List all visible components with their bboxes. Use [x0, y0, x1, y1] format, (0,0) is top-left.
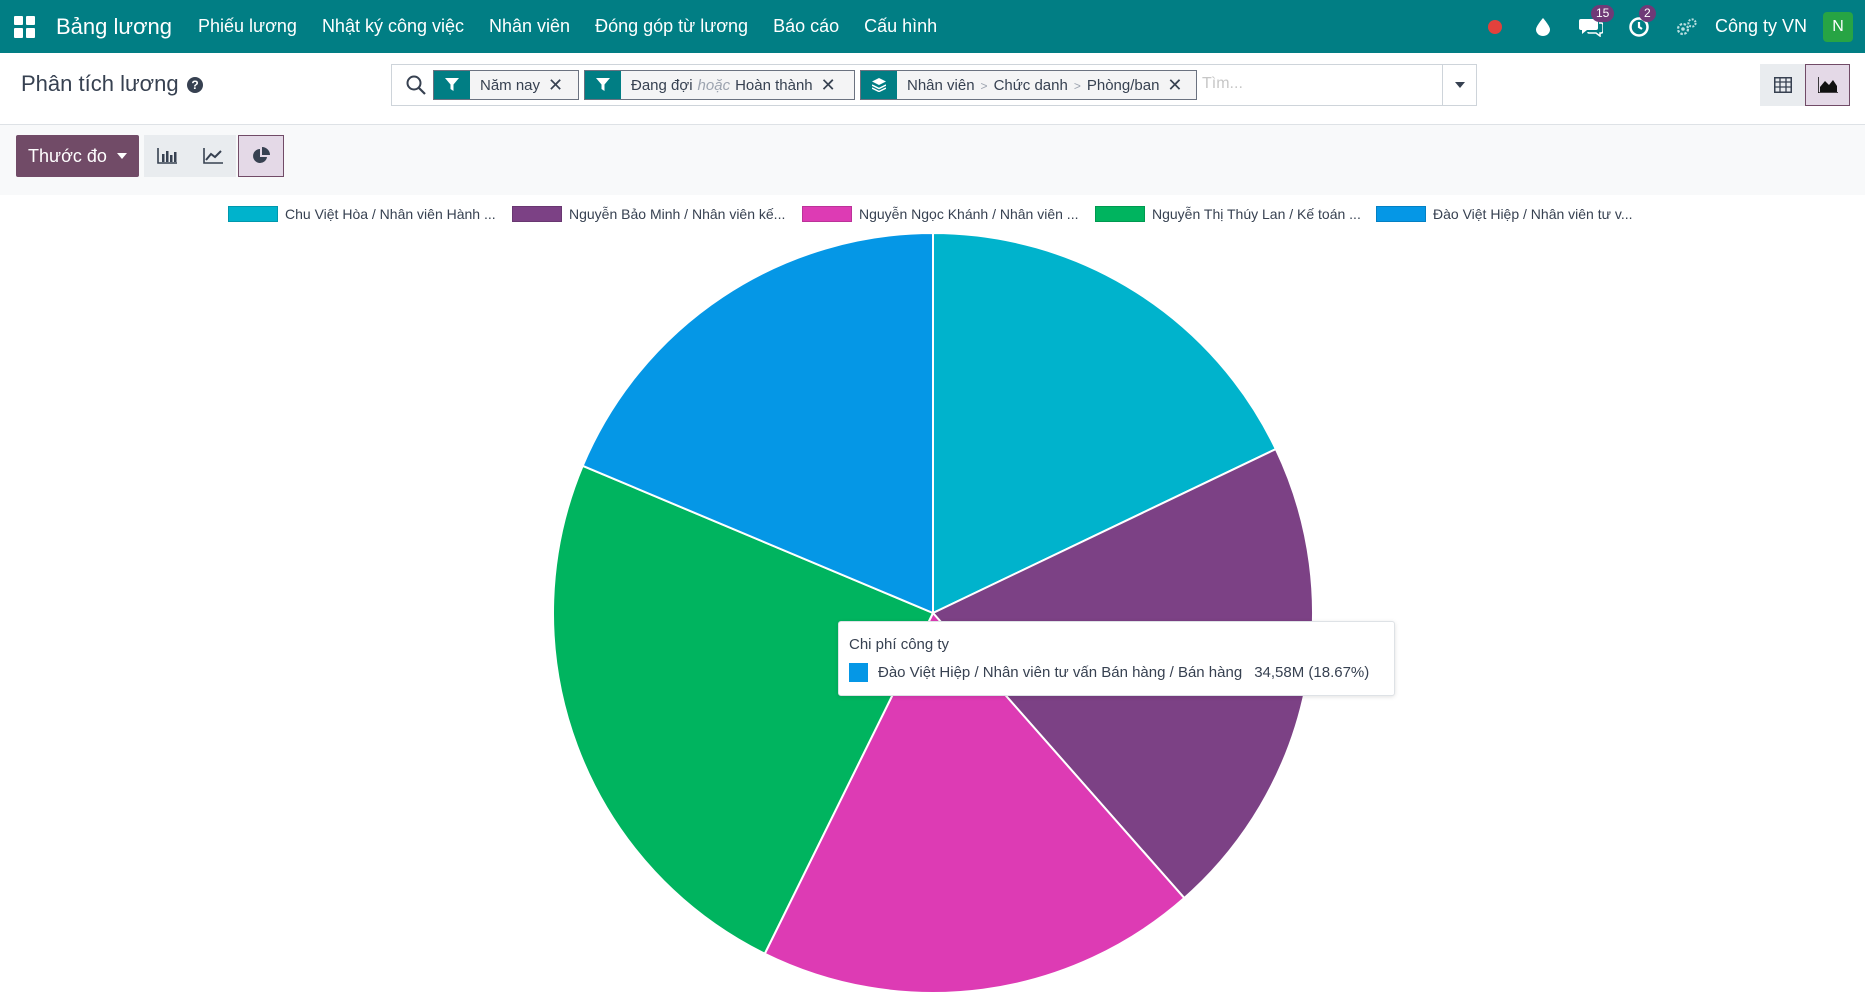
area-chart-icon: [1817, 77, 1838, 93]
menu-item-payslips[interactable]: Phiếu lương: [198, 16, 297, 36]
company-switcher[interactable]: Công ty VN: [1714, 16, 1807, 36]
legend-label: Đào Việt Hiệp / Nhân viên tư v...: [1433, 206, 1633, 222]
measures-dropdown-button[interactable]: Thước đo: [16, 135, 139, 177]
pie-slice-2[interactable]: [763, 611, 1186, 993]
graph-toolbar: Thước đo: [0, 125, 1865, 195]
tooltip-title: Chi phí công ty: [849, 636, 950, 653]
legend-item-4[interactable]: Đào Việt Hiệp / Nhân viên tư v...: [1376, 204, 1633, 224]
legend-label: Chu Việt Hòa / Nhân viên Hành ...: [285, 206, 496, 222]
facet-label: Nhân viên > Chức danh > Phòng/ban: [907, 76, 1160, 94]
menu-item-reporting[interactable]: Báo cáo: [773, 16, 840, 36]
menu-item-configuration[interactable]: Cấu hình: [864, 16, 938, 36]
recording-indicator-icon[interactable]: [1483, 15, 1507, 39]
settings-gears-icon[interactable]: [1675, 15, 1699, 39]
droplet-icon[interactable]: [1531, 15, 1555, 39]
legend-item-1[interactable]: Nguyễn Bảo Minh / Nhân viên kế...: [512, 204, 785, 224]
caret-down-icon: [1454, 82, 1465, 88]
pie-slice-4[interactable]: [581, 231, 934, 615]
page-title: Phân tích lương: [21, 71, 179, 96]
remove-facet-icon[interactable]: ✕: [548, 74, 564, 95]
pie-chart-icon: [253, 147, 270, 163]
tooltip-value: 34,58M (18.67%): [1254, 664, 1370, 681]
user-avatar[interactable]: N: [1823, 11, 1853, 42]
help-icon[interactable]: ?: [187, 77, 203, 93]
tooltip-color-swatch: [849, 663, 868, 682]
facet-filter-state: Đang đợi hoặc Hoàn thành ✕: [584, 70, 855, 100]
bar-chart-mode-button[interactable]: [144, 135, 190, 177]
messages-badge: 15: [1590, 4, 1615, 22]
app-brand[interactable]: Bảng lương: [56, 13, 173, 39]
chart-tooltip: Chi phí công ty Đào Việt Hiệp / Nhân viê…: [838, 621, 1395, 696]
legend-item-2[interactable]: Nguyễn Ngọc Khánh / Nhân viên ...: [802, 204, 1078, 224]
remove-facet-icon[interactable]: ✕: [1167, 74, 1183, 95]
caret-down-icon: [116, 153, 127, 159]
line-chart-icon: [203, 148, 223, 164]
tooltip-row: Đào Việt Hiệp / Nhân viên tư vấn Bán hàn…: [849, 663, 1369, 682]
pie-slice-3[interactable]: [552, 464, 935, 956]
pivot-view-button[interactable]: [1760, 64, 1805, 106]
facet-group-by: Nhân viên > Chức danh > Phòng/ban ✕: [860, 70, 1197, 100]
legend-swatch: [512, 206, 562, 222]
pie-chart: [552, 231, 1314, 993]
menu-item-contributions[interactable]: Đóng góp từ lương: [595, 16, 749, 36]
legend-label: Nguyễn Bảo Minh / Nhân viên kế...: [569, 206, 786, 222]
facet-label: Năm nay: [480, 76, 541, 94]
top-navbar: Bảng lương Phiếu lương Nhật ký công việc…: [0, 0, 1865, 53]
facet-label: Đang đợi hoặc Hoàn thành: [631, 76, 813, 94]
tooltip-label: Đào Việt Hiệp / Nhân viên tư vấn Bán hàn…: [878, 664, 1243, 681]
line-chart-mode-button[interactable]: [190, 135, 236, 177]
activities-icon[interactable]: 2: [1627, 4, 1656, 39]
filter-icon: [585, 71, 621, 99]
legend-swatch: [1376, 206, 1426, 222]
facet-filter-this-year: Năm nay ✕: [433, 70, 579, 100]
menu-item-work-entries[interactable]: Nhật ký công việc: [321, 16, 465, 36]
legend-swatch: [228, 206, 278, 222]
pie-chart-mode-button[interactable]: [238, 135, 284, 177]
pie-slice-0[interactable]: [932, 231, 1278, 615]
legend-label: Nguyễn Ngọc Khánh / Nhân viên ...: [859, 206, 1079, 222]
group-by-layers-icon: [861, 71, 897, 99]
legend-item-3[interactable]: Nguyễn Thị Thúy Lan / Kế toán ...: [1095, 204, 1361, 224]
apps-menu-icon[interactable]: [14, 15, 36, 38]
bar-chart-icon: [157, 148, 177, 164]
chart-area: Chu Việt Hòa / Nhân viên Hành ... Nguyễn …: [0, 195, 1865, 993]
table-grid-icon: [1773, 77, 1792, 93]
view-switcher: [1760, 64, 1850, 106]
messages-icon[interactable]: 15: [1578, 4, 1615, 39]
search-icon[interactable]: [404, 73, 428, 97]
activities-badge: 2: [1638, 4, 1656, 22]
search-bar: Năm nay ✕ Đang đợi hoặc Hoàn thành ✕ Nhân …: [391, 64, 1477, 106]
search-options-toggle[interactable]: [1442, 65, 1476, 105]
menu-item-employees[interactable]: Nhân viên: [489, 16, 571, 36]
remove-facet-icon[interactable]: ✕: [820, 74, 836, 95]
graph-view-button[interactable]: [1805, 64, 1850, 106]
legend-swatch: [1095, 206, 1145, 222]
legend-item-0[interactable]: Chu Việt Hòa / Nhân viên Hành ...: [228, 204, 496, 224]
legend-swatch: [802, 206, 852, 222]
control-panel: Phân tích lương ? Năm nay ✕ Đang đợi hoặc…: [0, 53, 1865, 125]
legend-label: Nguyễn Thị Thúy Lan / Kế toán ...: [1152, 206, 1361, 222]
search-input[interactable]: [1202, 75, 1422, 93]
chart-legend: Chu Việt Hòa / Nhân viên Hành ... Nguyễn …: [0, 204, 1865, 224]
filter-icon: [434, 71, 470, 99]
